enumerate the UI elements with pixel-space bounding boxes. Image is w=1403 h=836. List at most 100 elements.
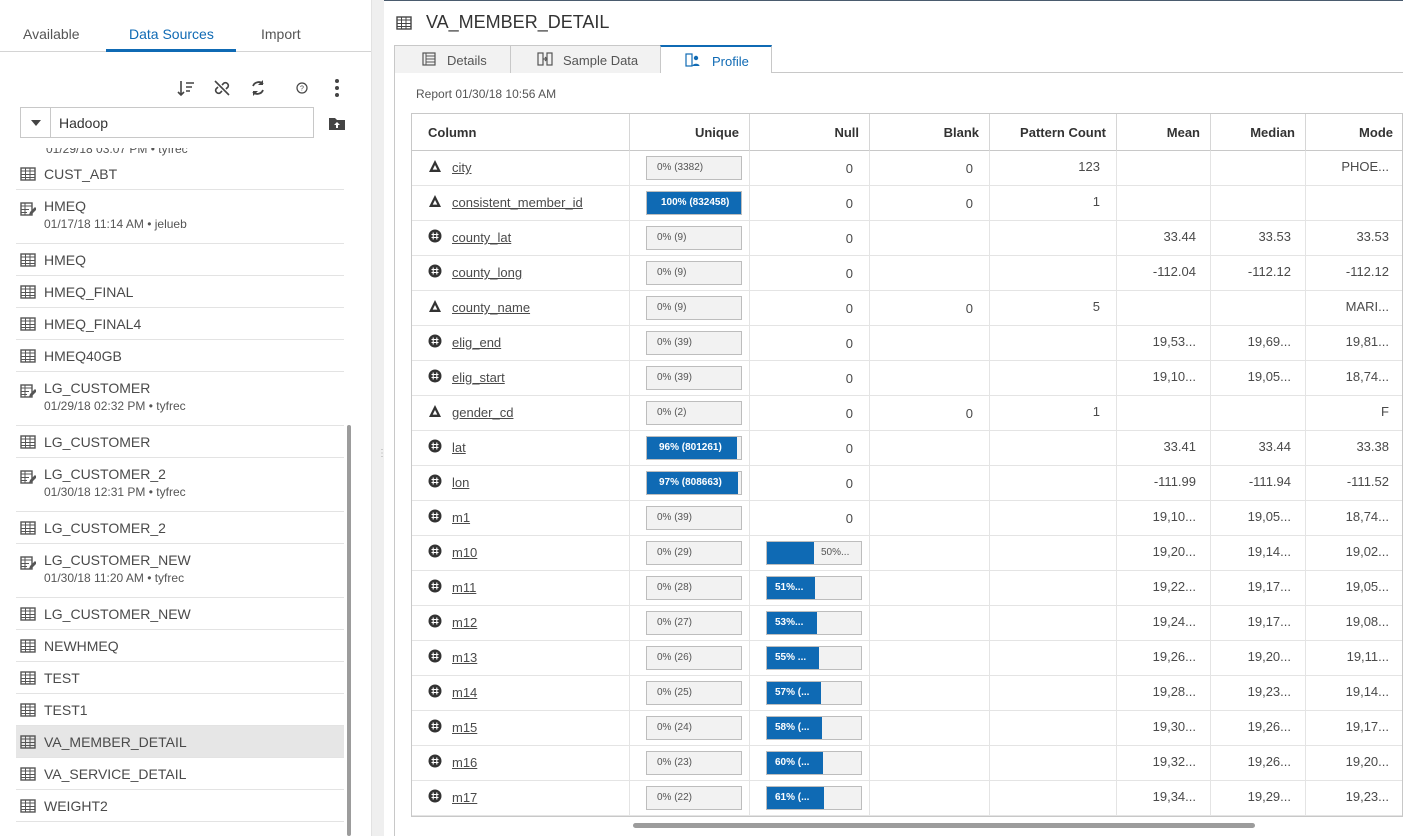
active-tab-indicator (106, 49, 236, 52)
disconnect-icon[interactable] (212, 78, 232, 98)
list-item[interactable]: HMEQ 01/17/18 11:14 AM • jelueb (16, 190, 344, 244)
list-item-label: HMEQ_FINAL4 (44, 316, 142, 332)
column-name-link[interactable]: county_lat (452, 230, 512, 245)
upload-icon[interactable] (328, 114, 346, 132)
table-row[interactable]: m17 0% (22) 61% (... 19,34... 19,29... 19,23.… (412, 781, 1402, 816)
tab-data-sources[interactable]: Data Sources (129, 26, 214, 42)
column-name-link[interactable]: county_long (452, 265, 523, 280)
more-icon[interactable] (327, 78, 347, 98)
list-item[interactable]: HMEQ_FINAL (16, 276, 344, 308)
horizontal-scrollbar-thumb[interactable] (633, 823, 1255, 828)
table-row[interactable]: county_name 0% (9) 0 0 5 MARI... (412, 291, 1402, 326)
column-name-link[interactable]: m11 (452, 580, 477, 595)
null-bar-label: 58% (... (775, 722, 810, 733)
column-name-link[interactable]: elig_start (452, 370, 505, 385)
cell-unique: 0% (9) (630, 221, 750, 256)
source-input[interactable] (50, 107, 314, 138)
column-name-link[interactable]: m1 (452, 510, 471, 525)
null-bar: 50%... (766, 541, 862, 565)
table-row[interactable]: county_long 0% (9) 0 -112.04 -112.12 -112.12 (412, 256, 1402, 291)
column-name-link[interactable]: m16 (452, 755, 478, 770)
column-name-link[interactable]: city (452, 160, 472, 175)
column-header[interactable]: Mean (1117, 114, 1211, 151)
sort-icon[interactable] (176, 78, 196, 98)
list-item[interactable]: LG_CUSTOMER_NEW 01/30/18 11:20 AM • tyfre… (16, 544, 344, 598)
column-name-link[interactable]: m10 (452, 545, 478, 560)
refresh-icon[interactable] (248, 78, 268, 98)
table-row[interactable]: m11 0% (28) 51%... 19,22... 19,17... 19,05... (412, 571, 1402, 606)
cell-unique: 100% (832458) (630, 186, 750, 221)
tab-available[interactable]: Available (23, 26, 80, 42)
column-name-link[interactable]: gender_cd (452, 405, 514, 420)
column-header[interactable]: Pattern Count (990, 114, 1117, 151)
table-row[interactable]: m10 0% (29) 50%... 19,20... 19,14... 19,02... (412, 536, 1402, 571)
column-name-link[interactable]: county_name (452, 300, 531, 315)
list-item[interactable]: TEST1 (16, 694, 344, 726)
cell-blank (870, 256, 990, 291)
table-row[interactable]: m15 0% (24) 58% (... 19,30... 19,26... 19,17.… (412, 711, 1402, 746)
list-item[interactable]: NEWHMEQ (16, 630, 344, 662)
table-row[interactable]: m16 0% (23) 60% (... 19,32... 19,26... 19,20.… (412, 746, 1402, 781)
column-header[interactable]: Unique (630, 114, 750, 151)
table-row[interactable]: county_lat 0% (9) 0 33.44 33.53 33.53 (412, 221, 1402, 256)
column-name-link[interactable]: consistent_member_id (452, 195, 583, 210)
table-row[interactable]: m14 0% (25) 57% (... 19,28... 19,23... 19,14.… (412, 676, 1402, 711)
column-header[interactable]: Column (412, 114, 630, 151)
null-value: 0 (845, 371, 853, 386)
left-scrollbar[interactable] (347, 425, 351, 836)
panel-splitter[interactable]: ⋮ (371, 0, 387, 836)
list-item[interactable]: LG_CUSTOMER 01/29/18 02:32 PM • tyfrec (16, 372, 344, 426)
source-dropdown-button[interactable] (20, 107, 50, 138)
column-name-link[interactable]: m14 (452, 685, 478, 700)
column-name-link[interactable]: lat (452, 440, 466, 455)
cell-mode: F (1306, 396, 1402, 431)
mode-value: 19,05... (1345, 579, 1389, 594)
help-icon[interactable]: ? (292, 78, 312, 98)
table-row[interactable]: lon 97% (808663) 0 -111.99 -111.94 -111.52 (412, 466, 1402, 501)
column-header[interactable]: Null (750, 114, 870, 151)
list-item[interactable]: WEIGHT2 (16, 790, 344, 822)
table-row[interactable]: city 0% (3382) 0 0 123 PHOE... (412, 151, 1402, 186)
list-item[interactable]: HMEQ40GB (16, 340, 344, 372)
table-row[interactable]: m13 0% (26) 55% ... 19,26... 19,20... 19,11..… (412, 641, 1402, 676)
top-tabs: Available Data Sources Import (0, 0, 371, 52)
cell-pattern: 5 (990, 291, 1117, 326)
blank-value: 0 (965, 406, 973, 421)
column-header[interactable]: Blank (870, 114, 990, 151)
column-name-link[interactable]: m15 (452, 720, 478, 735)
list-item[interactable]: HMEQ_FINAL4 (16, 308, 344, 340)
list-item[interactable]: HMEQ (16, 244, 344, 276)
column-header[interactable]: Median (1211, 114, 1306, 151)
table-row[interactable]: gender_cd 0% (2) 0 0 1 F (412, 396, 1402, 431)
mode-value: 19,20... (1345, 754, 1389, 769)
list-item[interactable]: LG_CUSTOMER (16, 426, 344, 458)
list-item[interactable]: CUST_ABT (16, 158, 344, 190)
table-row[interactable]: m1 0% (39) 0 19,10... 19,05... 18,74... (412, 501, 1402, 536)
table-row[interactable]: lat 96% (801261) 0 33.41 33.44 33.38 (412, 431, 1402, 466)
column-name-link[interactable]: m17 (452, 790, 478, 805)
column-name-link[interactable]: m12 (452, 615, 478, 630)
null-value: 0 (845, 231, 853, 246)
column-name-link[interactable]: lon (452, 475, 470, 490)
tab-details[interactable]: Details (394, 45, 511, 73)
column-name-link[interactable]: m13 (452, 650, 478, 665)
cell-mean (1117, 151, 1211, 186)
table-row[interactable]: m12 0% (27) 53%... 19,24... 19,17... 19,08... (412, 606, 1402, 641)
table-row[interactable]: elig_start 0% (39) 0 19,10... 19,05... 18,74.… (412, 361, 1402, 396)
cell-median: 33.53 (1211, 221, 1306, 256)
table-row[interactable]: elig_end 0% (39) 0 19,53... 19,69... 19,81... (412, 326, 1402, 361)
list-item[interactable]: VA_MEMBER_DETAIL (16, 726, 344, 758)
horizontal-scrollbar[interactable] (411, 821, 1403, 829)
tab-import[interactable]: Import (261, 26, 301, 42)
list-item[interactable]: LG_CUSTOMER_2 (16, 512, 344, 544)
table-row[interactable]: consistent_member_id 100% (832458) 0 0 1 (412, 186, 1402, 221)
column-name-link[interactable]: elig_end (452, 335, 502, 350)
cell-null: 61% (... (750, 781, 870, 816)
list-item[interactable]: LG_CUSTOMER_2 01/30/18 12:31 PM • tyfrec (16, 458, 344, 512)
tab-profile[interactable]: Profile (660, 45, 772, 73)
list-item[interactable]: TEST (16, 662, 344, 694)
list-item[interactable]: VA_SERVICE_DETAIL (16, 758, 344, 790)
list-item[interactable]: LG_CUSTOMER_NEW (16, 598, 344, 630)
tab-sample-data[interactable]: Sample Data (510, 45, 661, 73)
column-header[interactable]: Mode (1306, 114, 1402, 151)
